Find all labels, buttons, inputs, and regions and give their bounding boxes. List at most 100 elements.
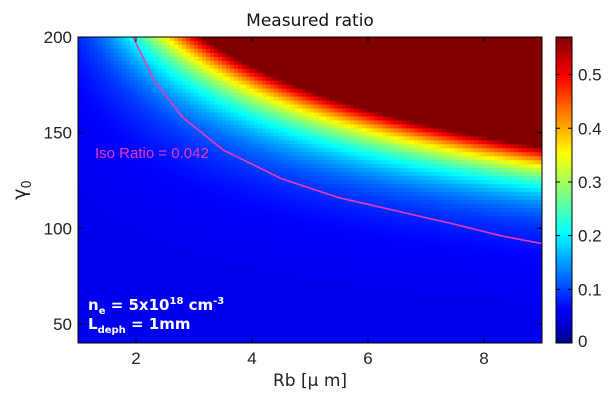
heatmap-cell bbox=[218, 283, 223, 288]
heatmap-cell bbox=[254, 223, 259, 229]
heatmap-cell bbox=[174, 199, 179, 205]
heatmap-cell bbox=[154, 176, 159, 181]
heatmap-cell bbox=[330, 100, 335, 106]
heatmap-cell bbox=[226, 239, 231, 245]
heatmap-cell bbox=[206, 176, 211, 181]
heatmap-cell bbox=[306, 303, 311, 308]
heatmap-cell bbox=[158, 72, 163, 78]
heatmap-cell bbox=[290, 231, 295, 237]
heatmap-cell bbox=[298, 52, 303, 58]
heatmap-cell bbox=[210, 84, 215, 90]
heatmap-cell bbox=[122, 251, 127, 257]
heatmap-cell bbox=[234, 104, 239, 110]
heatmap-cell bbox=[326, 84, 331, 90]
heatmap-cell bbox=[78, 311, 83, 316]
heatmap-cell bbox=[302, 215, 307, 221]
heatmap-cell bbox=[334, 239, 339, 245]
heatmap-cell bbox=[210, 335, 215, 340]
heatmap-cell bbox=[146, 144, 151, 149]
heatmap-cell bbox=[330, 164, 335, 169]
heatmap-cell bbox=[166, 136, 171, 141]
heatmap-cell bbox=[242, 44, 247, 50]
heatmap-cell bbox=[278, 116, 283, 122]
heatmap-cell bbox=[282, 255, 287, 261]
heatmap-cell bbox=[218, 152, 223, 157]
heatmap-cell bbox=[226, 124, 231, 129]
heatmap-cell bbox=[294, 291, 299, 296]
heatmap-cell bbox=[306, 160, 311, 165]
heatmap-cell bbox=[318, 168, 323, 173]
heatmap-cell bbox=[178, 144, 183, 149]
heatmap-cell bbox=[298, 303, 303, 308]
heatmap-cell bbox=[98, 37, 103, 42]
heatmap-cell bbox=[254, 124, 259, 129]
heatmap-cell bbox=[118, 160, 123, 165]
heatmap-cell bbox=[190, 156, 195, 161]
heatmap-cell bbox=[190, 124, 195, 129]
heatmap-cell bbox=[162, 191, 167, 197]
heatmap-cell bbox=[138, 199, 143, 205]
heatmap-cell bbox=[326, 307, 331, 312]
heatmap-cell bbox=[150, 291, 155, 296]
heatmap-cell bbox=[330, 148, 335, 153]
heatmap-cell bbox=[258, 315, 263, 320]
heatmap-cell bbox=[138, 207, 143, 213]
heatmap-cell bbox=[258, 188, 263, 193]
heatmap-cell bbox=[134, 323, 139, 328]
heatmap-cell bbox=[330, 140, 335, 145]
heatmap-cell bbox=[302, 207, 307, 213]
heatmap-cell bbox=[126, 56, 131, 62]
heatmap-cell bbox=[198, 156, 203, 161]
heatmap-cell bbox=[78, 315, 83, 320]
heatmap-cell bbox=[114, 223, 119, 229]
heatmap-cell bbox=[310, 331, 315, 336]
heatmap-cell bbox=[162, 303, 167, 308]
heatmap-cell bbox=[270, 48, 275, 54]
heatmap-cell bbox=[130, 88, 135, 94]
heatmap-cell bbox=[214, 235, 219, 241]
heatmap-cell bbox=[326, 291, 331, 296]
heatmap-cell bbox=[162, 140, 167, 145]
heatmap-cell bbox=[294, 203, 299, 209]
heatmap-cell bbox=[226, 140, 231, 145]
heatmap-cell bbox=[94, 331, 99, 336]
heatmap-cell bbox=[290, 184, 295, 189]
heatmap-cell bbox=[226, 275, 231, 281]
heatmap-cell bbox=[294, 140, 299, 145]
heatmap-cell bbox=[286, 275, 291, 281]
heatmap-cell bbox=[110, 303, 115, 308]
heatmap-cell bbox=[162, 251, 167, 257]
heatmap-cell bbox=[174, 172, 179, 177]
heatmap-cell bbox=[162, 96, 167, 102]
heatmap-cell bbox=[322, 287, 327, 292]
heatmap-cell bbox=[286, 88, 291, 94]
heatmap-cell bbox=[178, 68, 183, 74]
heatmap-cell bbox=[330, 188, 335, 193]
heatmap-cell bbox=[158, 132, 163, 137]
heatmap-cell bbox=[158, 191, 163, 197]
heatmap-cell bbox=[86, 60, 91, 66]
heatmap-cell bbox=[258, 191, 263, 197]
heatmap-cell bbox=[330, 176, 335, 181]
heatmap-cell bbox=[326, 148, 331, 153]
heatmap-cell bbox=[318, 335, 323, 340]
heatmap-cell bbox=[98, 116, 103, 122]
heatmap-cell bbox=[290, 331, 295, 336]
heatmap-cell bbox=[322, 339, 327, 343]
heatmap-cell bbox=[150, 303, 155, 308]
heatmap-cell bbox=[186, 64, 191, 70]
heatmap-cell bbox=[106, 323, 111, 328]
heatmap-cell bbox=[158, 279, 163, 284]
heatmap-cell bbox=[154, 215, 159, 221]
heatmap-cell bbox=[182, 148, 187, 153]
heatmap-cell bbox=[238, 160, 243, 165]
heatmap-cell bbox=[326, 96, 331, 102]
heatmap-cell bbox=[274, 271, 279, 277]
heatmap-cell bbox=[334, 275, 339, 281]
heatmap-cell bbox=[310, 168, 315, 173]
heatmap-cell bbox=[226, 299, 231, 304]
heatmap-cell bbox=[166, 299, 171, 304]
heatmap-cell bbox=[130, 168, 135, 173]
heatmap-cell bbox=[250, 207, 255, 213]
heatmap-cell bbox=[282, 112, 287, 118]
